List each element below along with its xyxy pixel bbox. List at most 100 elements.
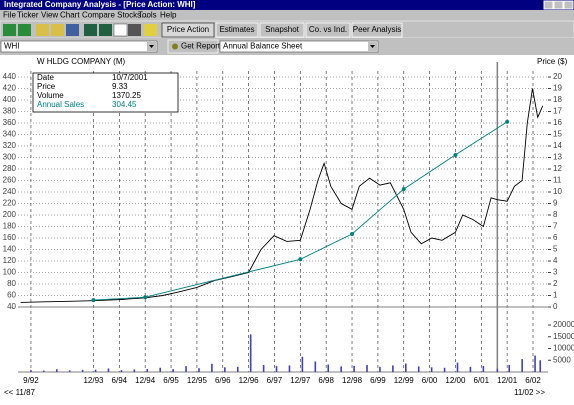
y-tick-label: 400 [3,95,17,104]
volume-bar [249,334,252,372]
y2-tick-label: 11 [553,176,562,185]
menu-item[interactable]: Help [160,11,177,20]
maximize-button[interactable] [553,0,564,10]
menu-item[interactable]: Tools [138,11,157,20]
y2-tick-label: 19 [553,84,562,93]
y2-tick-label: 15 [553,130,562,139]
minimize-button[interactable] [543,0,554,10]
folder-icon[interactable] [51,24,64,36]
open-icon[interactable] [36,24,49,36]
info-value: 1370.25 [112,91,141,100]
toolbar-button[interactable] [161,22,215,38]
volume-bar [539,360,542,372]
y2-tick-label: 13 [553,153,562,162]
get-report-button[interactable] [167,39,219,54]
toolbar-button[interactable] [351,22,403,38]
forward-icon[interactable] [18,24,31,36]
x-tick-label: 6/94 [112,376,128,385]
volume-bar [107,368,110,372]
y-tick-label: 180 [3,222,17,231]
y-tick-label: 320 [3,141,17,150]
volume-bar [198,368,200,372]
x-tick-label: 12/95 [187,376,208,385]
y-tick-label: 80 [7,279,16,288]
info-value: 10/7/2001 [112,73,148,82]
menu-item[interactable]: Compare Stocks... [82,11,148,20]
series-marker [91,298,96,303]
y2-tick-label: 10 [553,187,562,196]
x-tick-label: 9/92 [23,376,39,385]
y-tick-label: 160 [3,233,17,242]
y-tick-label: 380 [3,107,17,116]
y2-tick-label: 18 [553,95,562,104]
y2-tick-label: 8 [553,210,558,219]
volume-bar [417,366,420,372]
y2-tick-label: 9 [553,199,558,208]
y-tick-label: 60 [7,291,16,300]
volume-bar [456,362,459,372]
toolbar-button[interactable] [305,22,351,38]
x-tick-label: 6/99 [370,376,386,385]
x-tick-label: 6/95 [163,376,179,385]
volume-bar [224,367,226,372]
chart-title: W HLDG COMPANY (M) [37,57,125,66]
volume-bar [159,367,161,372]
menu-item[interactable]: View [41,11,58,20]
title-bar [0,0,574,10]
y2-tick-label: 7 [553,222,558,231]
y-tick-label: 300 [3,153,17,162]
report-icon [172,43,178,50]
series-marker [401,187,406,192]
series-marker [350,231,355,236]
report-text: Annual Balance Sheet [223,42,303,51]
x-tick-label: 12/01 [497,376,518,385]
volume-bar [521,359,523,372]
volume-bar [30,370,32,372]
toolbar-button[interactable] [259,22,305,38]
volume-bar [469,366,472,372]
volume-bar [275,366,278,372]
info-value: 304.45 [112,100,137,109]
volume-bar [288,365,291,372]
info-label: Price [37,82,56,91]
info-box [32,72,179,113]
volume-tick-label: 20000 [553,320,574,329]
save-icon[interactable] [66,24,79,36]
back-icon[interactable] [3,24,16,36]
close-button[interactable] [563,0,574,10]
toolbar-buttons: Price Action Estimates Snapshot Co. vs Ind.… [161,22,403,38]
get-report-label: Get Report [181,42,221,51]
volume-bar [482,365,485,372]
volume-bar [534,355,536,372]
ticker-select[interactable] [0,40,158,53]
volume-bar [55,369,58,372]
chart-icon[interactable] [84,24,97,36]
chart: W HLDG COMPANY (M) Price ($)4060801001201… [3,57,574,397]
menu-item[interactable]: File [3,11,16,20]
table-icon[interactable] [99,24,112,36]
report-select[interactable] [219,40,379,53]
toolbar-button[interactable] [215,22,259,38]
series-marker [505,119,510,124]
y2-tick-label: 0 [553,302,558,311]
y2-tick-label: 5 [553,245,558,254]
grid-icon[interactable] [113,23,128,37]
chart-area [0,55,574,405]
menu-item[interactable]: Chart [60,11,80,20]
toolbar-button-label: Peer Analysis [353,25,401,34]
volume-bar [146,368,149,372]
help-icon[interactable] [144,24,157,36]
volume-bar [508,364,511,372]
y2-tick-label: 6 [553,233,558,242]
series-line [20,88,544,303]
y-tick-label: 120 [3,256,17,265]
volume-bar [120,370,123,372]
x-tick-label: 12/94 [135,376,156,385]
volume-bar [314,361,317,372]
y-tick-label: 200 [3,210,17,219]
menu-item[interactable]: Ticker [17,11,39,20]
window-controls[interactable] [543,0,574,10]
print-icon[interactable] [128,24,141,36]
x-tick-label: 12/98 [342,376,363,385]
volume-bar [211,363,213,372]
